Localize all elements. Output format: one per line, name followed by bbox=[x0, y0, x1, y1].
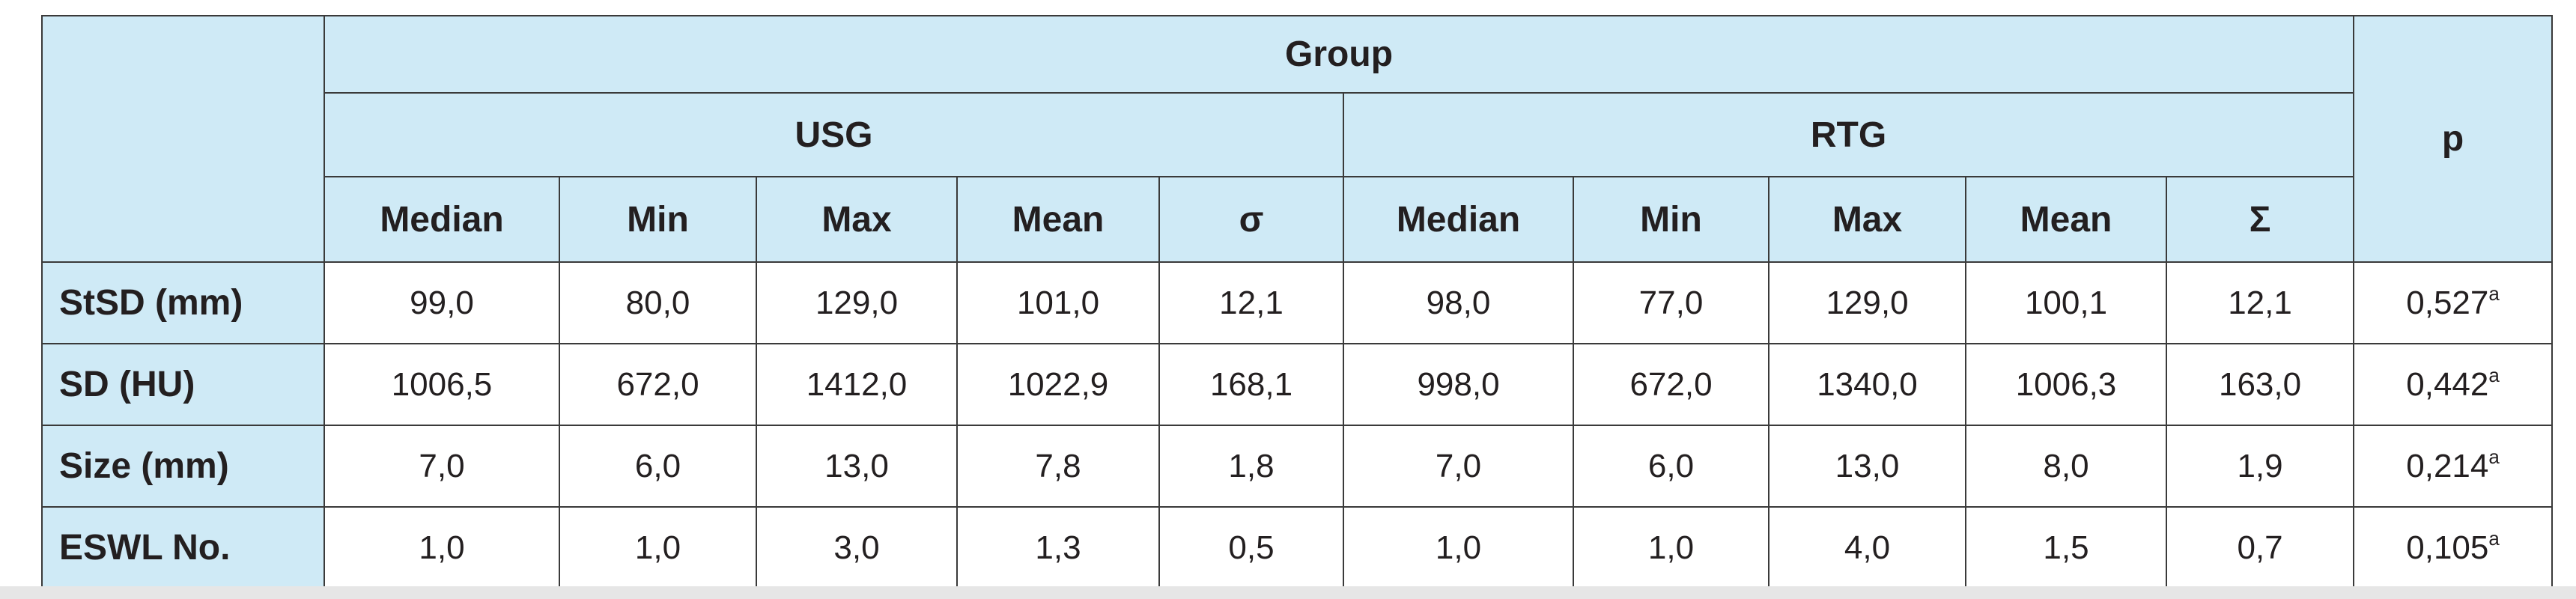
value-cell: 1,0 bbox=[323, 506, 560, 589]
p-header: p bbox=[2353, 15, 2554, 263]
value-cell: 1022,9 bbox=[956, 343, 1160, 426]
value-cell: 1,5 bbox=[1965, 506, 2167, 589]
table-row: ESWL No. 1,0 1,0 3,0 1,3 0,5 1,0 1,0 4,0 1,5 0,7 0,… bbox=[41, 506, 2554, 589]
p-note: a bbox=[2488, 363, 2500, 386]
p-cell: 0,442a bbox=[2353, 343, 2554, 426]
value-cell: 3,0 bbox=[756, 506, 958, 589]
value-cell: 168,1 bbox=[1158, 343, 1344, 426]
value-cell: 1,0 bbox=[559, 506, 757, 589]
column-header: Max bbox=[1768, 176, 1966, 263]
value-cell: 77,0 bbox=[1573, 261, 1770, 344]
p-value: 0,105 bbox=[2406, 529, 2489, 566]
p-cell: 0,527a bbox=[2353, 261, 2554, 344]
value-cell: 101,0 bbox=[956, 261, 1160, 344]
table-body: StSD (mm) 99,0 80,0 129,0 101,0 12,1 98,0 77,0 1… bbox=[41, 261, 2554, 589]
column-header-row: Median Min Max Mean σ Median Min Max Mean Σ bbox=[42, 176, 2552, 263]
p-value: 0,527 bbox=[2406, 284, 2489, 321]
value-cell: 0,7 bbox=[2165, 506, 2355, 589]
value-cell: 1,3 bbox=[956, 506, 1160, 589]
value-cell: 98,0 bbox=[1343, 261, 1574, 344]
table-row: Size (mm) 7,0 6,0 13,0 7,8 1,8 7,0 6,0 13,0 8,0 1,… bbox=[41, 425, 2554, 508]
p-value: 0,442 bbox=[2406, 365, 2489, 403]
value-cell: 1,9 bbox=[2165, 425, 2355, 508]
value-cell: 0,5 bbox=[1158, 506, 1344, 589]
value-cell: 129,0 bbox=[1768, 261, 1966, 344]
value-cell: 1340,0 bbox=[1768, 343, 1966, 426]
table-row: SD (HU) 1006,5 672,0 1412,0 1022,9 168,1 998,0… bbox=[41, 343, 2554, 426]
column-header: Median bbox=[323, 176, 560, 263]
column-header: Mean bbox=[1965, 176, 2167, 263]
value-cell: 672,0 bbox=[559, 343, 757, 426]
table-row: StSD (mm) 99,0 80,0 129,0 101,0 12,1 98,0 77,0 1… bbox=[41, 261, 2554, 344]
value-cell: 1006,5 bbox=[323, 343, 560, 426]
row-label: Size (mm) bbox=[41, 425, 325, 508]
value-cell: 129,0 bbox=[756, 261, 958, 344]
p-cell: 0,105a bbox=[2353, 506, 2554, 589]
column-header: Min bbox=[1573, 176, 1770, 263]
corner-cell bbox=[41, 15, 325, 263]
value-cell: 672,0 bbox=[1573, 343, 1770, 426]
value-cell: 12,1 bbox=[2165, 261, 2355, 344]
column-header: σ bbox=[1158, 176, 1344, 263]
value-cell: 7,0 bbox=[323, 425, 560, 508]
value-cell: 100,1 bbox=[1965, 261, 2167, 344]
table-head: Group p USG RTG Median Min Max Mean σ Median M… bbox=[41, 15, 2554, 263]
bottom-bar bbox=[0, 586, 2576, 599]
column-header: Min bbox=[559, 176, 757, 263]
value-cell: 163,0 bbox=[2165, 343, 2355, 426]
column-header: Mean bbox=[956, 176, 1160, 263]
column-header: Median bbox=[1343, 176, 1574, 263]
value-cell: 1,8 bbox=[1158, 425, 1344, 508]
p-note: a bbox=[2488, 445, 2500, 468]
subgroup-header: USG bbox=[323, 92, 1344, 177]
value-cell: 12,1 bbox=[1158, 261, 1344, 344]
value-cell: 998,0 bbox=[1343, 343, 1574, 426]
data-table: Group p USG RTG Median Min Max Mean σ Median M… bbox=[41, 15, 2554, 589]
value-cell: 13,0 bbox=[756, 425, 958, 508]
value-cell: 1412,0 bbox=[756, 343, 958, 426]
subgroup-header: RTG bbox=[1342, 92, 2355, 177]
value-cell: 8,0 bbox=[1965, 425, 2167, 508]
row-label: ESWL No. bbox=[41, 506, 325, 589]
p-note: a bbox=[2488, 282, 2500, 305]
group-header: Group bbox=[323, 15, 2355, 94]
value-cell: 7,0 bbox=[1343, 425, 1574, 508]
column-header: Max bbox=[756, 176, 958, 263]
value-cell: 1,0 bbox=[1573, 506, 1770, 589]
value-cell: 99,0 bbox=[323, 261, 560, 344]
value-cell: 80,0 bbox=[559, 261, 757, 344]
value-cell: 13,0 bbox=[1768, 425, 1966, 508]
value-cell: 1,0 bbox=[1343, 506, 1574, 589]
table-container: Group p USG RTG Median Min Max Mean σ Median M… bbox=[41, 15, 2554, 589]
value-cell: 4,0 bbox=[1768, 506, 1966, 589]
value-cell: 7,8 bbox=[956, 425, 1160, 508]
p-note: a bbox=[2488, 526, 2500, 550]
p-value: 0,214 bbox=[2406, 447, 2489, 484]
row-label: SD (HU) bbox=[41, 343, 325, 426]
value-cell: 1006,3 bbox=[1965, 343, 2167, 426]
row-label: StSD (mm) bbox=[41, 261, 325, 344]
value-cell: 6,0 bbox=[559, 425, 757, 508]
value-cell: 6,0 bbox=[1573, 425, 1770, 508]
column-header: Σ bbox=[2165, 176, 2355, 263]
p-cell: 0,214a bbox=[2353, 425, 2554, 508]
